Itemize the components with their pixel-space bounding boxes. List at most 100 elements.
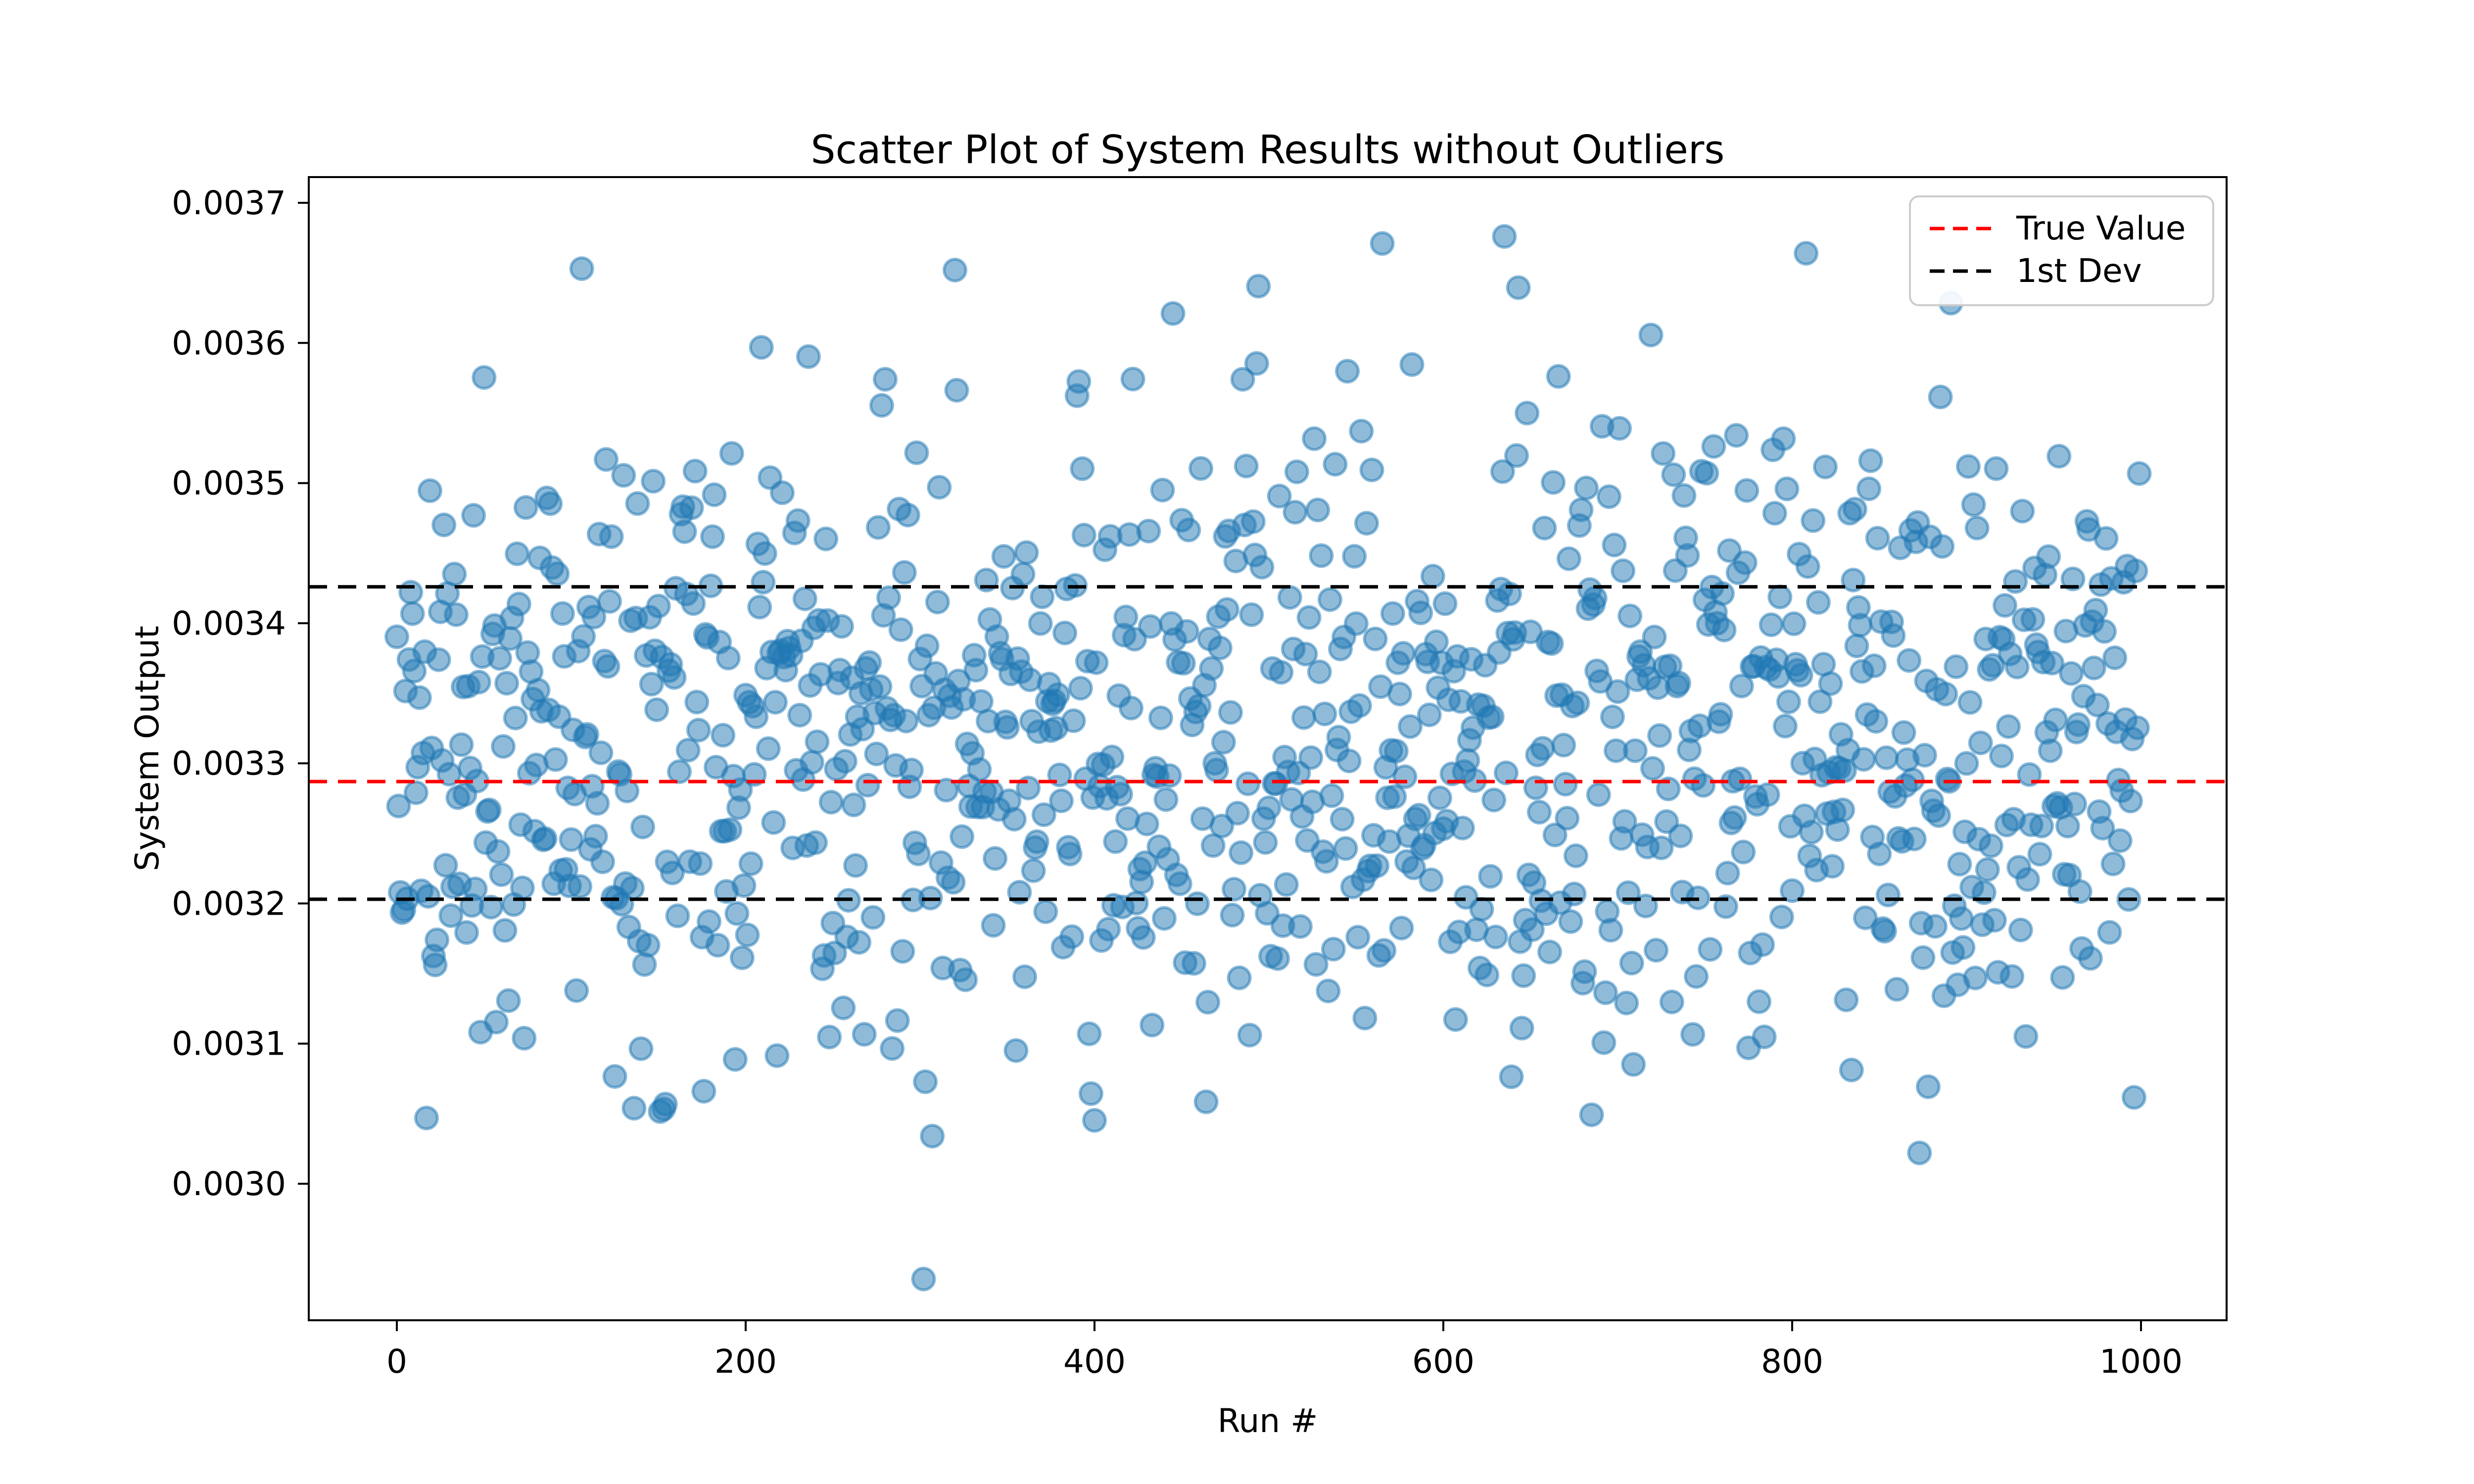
scatter-point [418, 478, 442, 503]
scatter-point [1881, 623, 1906, 648]
scatter-point [1747, 989, 1771, 1014]
scatter-point [702, 482, 727, 508]
scatter-point [1120, 367, 1145, 392]
scatter-point [2100, 851, 2126, 877]
scatter-point [1284, 459, 1309, 484]
scatter-point [1021, 858, 1046, 883]
scatter-point [2093, 526, 2119, 551]
scatter-point [1574, 475, 1599, 501]
scatter-point [1680, 1022, 1706, 1047]
scatter-point [1734, 478, 1760, 503]
scatter-point [1057, 841, 1083, 867]
scatter-point [1390, 641, 1416, 666]
scatter-point [1558, 909, 1583, 934]
scatter-point [1563, 843, 1588, 868]
scatter-point [496, 988, 521, 1013]
scatter-point [1713, 894, 1738, 919]
scatter-point [588, 740, 614, 765]
scatter-point [1808, 689, 1833, 714]
y-axis-label: System Output [128, 626, 166, 871]
scatter-point [1781, 611, 1807, 636]
scatter-point [485, 839, 511, 864]
scatter-point [1309, 543, 1334, 568]
scatter-point [953, 967, 978, 992]
scatter-point [1450, 815, 1475, 840]
scatter-point [1611, 558, 1636, 583]
scatter-point [1349, 418, 1374, 444]
scatter-point [1227, 965, 1252, 990]
scatter-point [892, 560, 917, 585]
scatter-point [1432, 591, 1458, 616]
scatter-point [1530, 736, 1555, 761]
scatter-point [1993, 593, 2017, 618]
scatter-point [1996, 714, 2021, 739]
scatter-point [1363, 626, 1388, 651]
scatter-point [1382, 784, 1407, 809]
scatter-point [1049, 788, 1074, 813]
scatter-point [1729, 673, 1754, 698]
scatter-point [1839, 1058, 1864, 1083]
scatter-point [715, 646, 741, 671]
scatter-point [1999, 964, 2025, 989]
scatter-point [925, 590, 950, 614]
scatter-point [1515, 401, 1540, 426]
scatter-point [2102, 645, 2128, 670]
scatter-point [1343, 611, 1369, 636]
scatter-point [1569, 497, 1594, 522]
scatter-point [1830, 797, 1856, 823]
scatter-point [525, 678, 551, 703]
scatter-point [684, 690, 710, 715]
y-tick-label: 0.0034 [172, 604, 286, 643]
scatter-point [1915, 1074, 1941, 1099]
scatter-point [2020, 607, 2046, 632]
scatter-point [1565, 690, 1590, 715]
scatter-point [2040, 650, 2065, 676]
legend-entry-true-value: True Value [1930, 209, 2186, 247]
scatter-point [679, 495, 704, 520]
scatter-point [1174, 619, 1199, 644]
scatter-point [416, 884, 441, 909]
scatter-point [1537, 939, 1562, 965]
scatter-point [386, 793, 411, 819]
y-tick-label: 0.0032 [172, 884, 286, 923]
scatter-point [466, 669, 491, 695]
scatter-point [1553, 772, 1578, 797]
scatter-point [1383, 739, 1409, 764]
scatter-point [483, 1010, 509, 1035]
scatter-point [941, 870, 966, 895]
scatter-point [927, 475, 952, 500]
scatter-point [2085, 693, 2110, 718]
scatter-point [1265, 946, 1290, 971]
scatter-point [1207, 635, 1233, 660]
scatter-point [2078, 946, 2103, 971]
scatter-point [1321, 936, 1346, 962]
scatter-point [1732, 550, 1758, 575]
scatter-point [1933, 682, 1958, 707]
scatter-point [1891, 720, 1916, 745]
scatter-point [1961, 492, 1986, 517]
scatter-point [1335, 359, 1360, 384]
scatter-point [1509, 1016, 1534, 1041]
scatter-point [1347, 693, 1372, 718]
scatter-point [2090, 816, 2115, 841]
scatter-point [885, 1008, 910, 1033]
scatter-point [691, 1079, 716, 1104]
scatter-point [2066, 712, 2091, 737]
scatter-point [2027, 841, 2052, 867]
scatter-point [1267, 483, 1292, 509]
scatter-point [487, 646, 512, 671]
scatter-point [752, 541, 777, 566]
scatter-point [1875, 882, 1901, 908]
scatter-point [1727, 766, 1753, 791]
scatter-point [1848, 612, 1873, 638]
scatter-point [1947, 851, 1972, 877]
scatter-point [1964, 515, 1990, 541]
scatter-point [894, 708, 919, 734]
scatter-point [1195, 989, 1221, 1015]
scatter-point [1204, 757, 1229, 783]
scatter-point [717, 817, 743, 842]
scatter-point [1479, 704, 1505, 729]
scatter-point [1865, 526, 1890, 551]
scatter-point [1475, 962, 1500, 987]
scatter-point [817, 1024, 842, 1050]
